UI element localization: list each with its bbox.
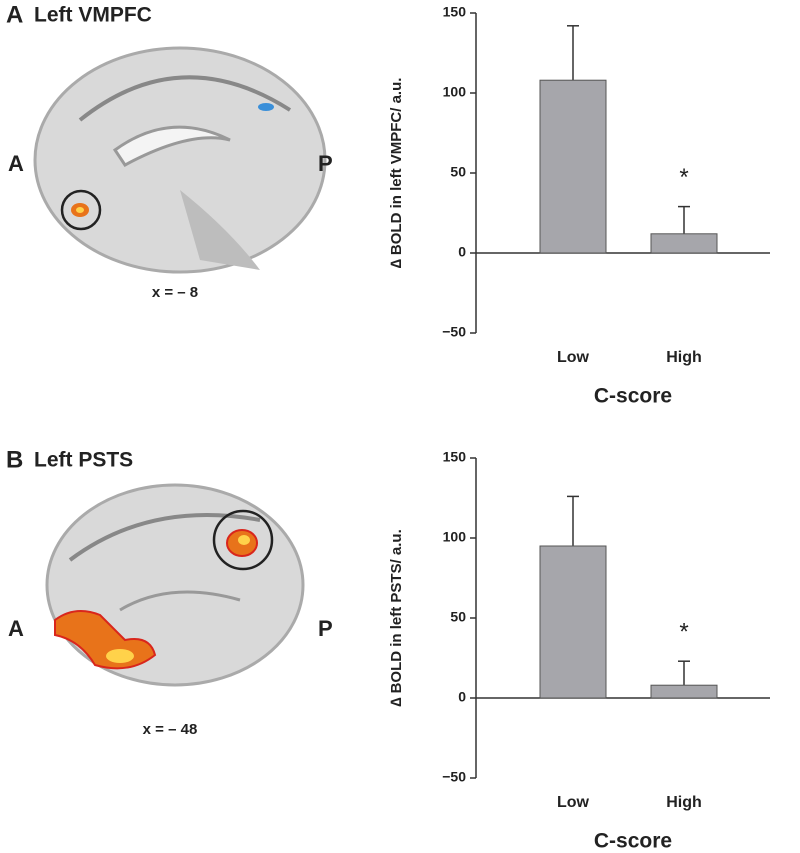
y-tick-label: 0 [458,689,466,705]
slice-coordinate: x = – 48 [143,721,198,738]
panel-title: Left VMPFC [34,4,152,27]
bar [539,79,607,254]
y-tick-label: 50 [450,609,466,625]
x-tick-label: Low [557,794,590,811]
y-tick-label: 100 [443,84,467,100]
brain-sagittal-a [33,46,327,274]
significance-marker: * [679,164,688,191]
bar [650,233,718,254]
y-tick-label: −50 [442,324,466,340]
y-tick-label: 150 [443,449,467,465]
anterior-label: A [8,151,24,176]
y-tick-label: 50 [450,164,466,180]
slice-coordinate: x = – 8 [152,284,198,301]
panel-title: Left PSTS [34,449,133,472]
significance-marker: * [679,619,688,646]
anterior-label: A [8,616,24,641]
x-tick-label: High [666,349,702,366]
posterior-label: P [318,151,333,176]
y-tick-label: 100 [443,529,467,545]
y-tick-label: 0 [458,244,466,260]
bar [650,684,718,699]
x-tick-label: Low [557,349,590,366]
x-axis-title: C-score [594,385,672,408]
panel-letter: A [6,1,23,28]
panel-letter: B [6,446,23,473]
x-tick-label: High [666,794,702,811]
brain-sagittal-b [45,483,305,687]
y-axis-title: ∆ BOLD in left VMPFC/ a.u. [388,78,405,269]
posterior-label: P [318,616,333,641]
y-tick-label: −50 [442,769,466,785]
y-tick-label: 150 [443,4,467,20]
x-axis-title: C-score [594,830,672,853]
bar [539,545,607,699]
y-axis-title: ∆ BOLD in left PSTS/ a.u. [388,529,405,707]
